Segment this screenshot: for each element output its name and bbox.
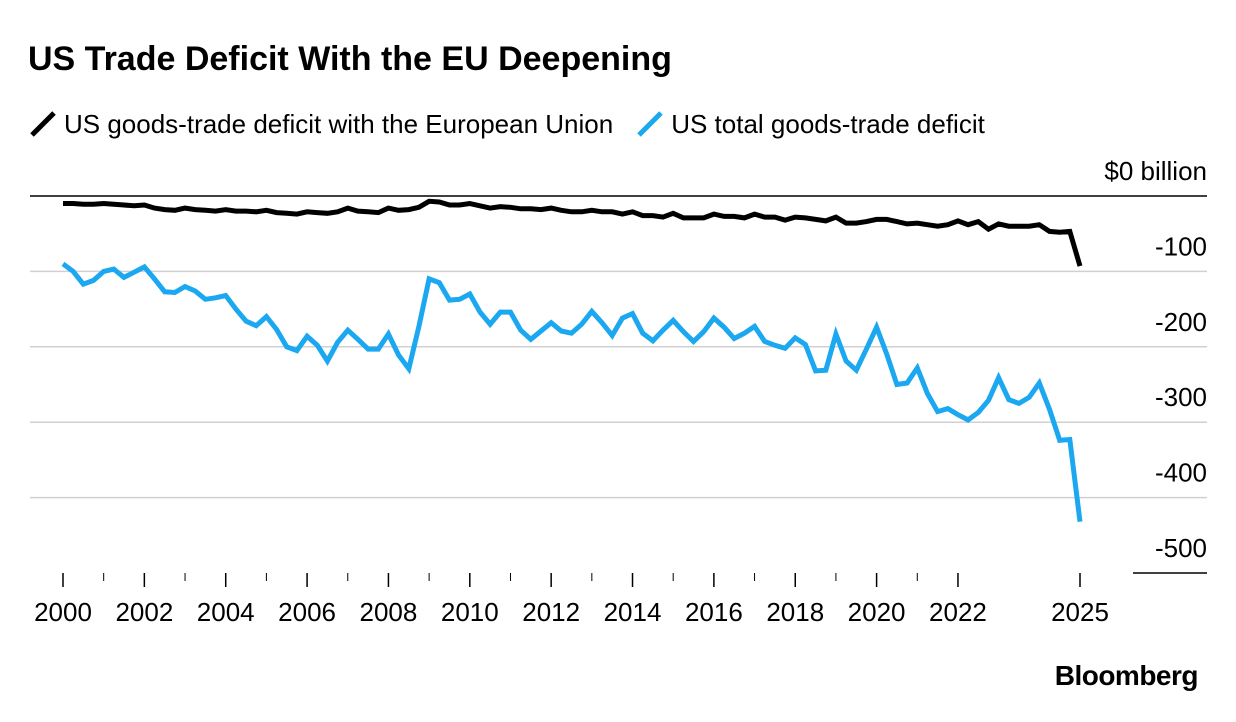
legend-item-eu: US goods-trade deficit with the European… (28, 109, 613, 140)
legend-swatch-eu (30, 111, 56, 137)
x-tick-label: 2006 (278, 597, 336, 627)
x-tick-label: 2025 (1051, 597, 1109, 627)
x-tick-label: 2022 (929, 597, 987, 627)
y-tick-label: -400 (1155, 458, 1207, 488)
x-tick-label: 2018 (766, 597, 824, 627)
y-tick-label: -100 (1155, 231, 1207, 261)
x-tick-label: 2010 (441, 597, 499, 627)
chart-title: US Trade Deficit With the EU Deepening (28, 40, 672, 78)
legend-label-total: US total goods-trade deficit (671, 108, 985, 139)
y-tick-label: -300 (1155, 382, 1207, 412)
y-axis: $0 billion -100 -200 -300 -400 -500 (1104, 156, 1207, 563)
x-axis: 2000 2002 2004 2006 2008 2010 2012 2014 2016 2018… (34, 573, 1109, 627)
grid-lines (30, 195, 1207, 574)
series-line-total-deficit (61, 261, 1083, 523)
x-tick-label: 2012 (522, 597, 580, 627)
x-tick-label: 2008 (360, 597, 418, 627)
x-tick-label: 2020 (848, 597, 906, 627)
line-chart: 2000 2002 2004 2006 2008 2010 2012 2014 2016 2018… (30, 156, 1207, 627)
y-tick-label: $0 billion (1104, 156, 1207, 186)
y-tick-label: -500 (1155, 533, 1207, 563)
y-tick-label: -200 (1155, 307, 1207, 337)
bloomberg-logo: Bloomberg (1054, 660, 1199, 691)
series-line-eu-deficit (63, 198, 1083, 267)
x-tick-label: 2014 (604, 597, 662, 627)
x-tick-label: 2000 (34, 597, 92, 627)
x-tick-label: 2004 (197, 597, 255, 627)
chart-legend: US goods-trade deficit with the European… (28, 104, 1007, 144)
legend-swatch-total (637, 111, 663, 137)
legend-label-eu: US goods-trade deficit with the European… (64, 108, 614, 139)
series-lines (61, 198, 1083, 523)
x-tick-label: 2002 (115, 597, 173, 627)
x-tick-label: 2016 (685, 597, 743, 627)
legend-item-total: US total goods-trade deficit (635, 109, 985, 140)
